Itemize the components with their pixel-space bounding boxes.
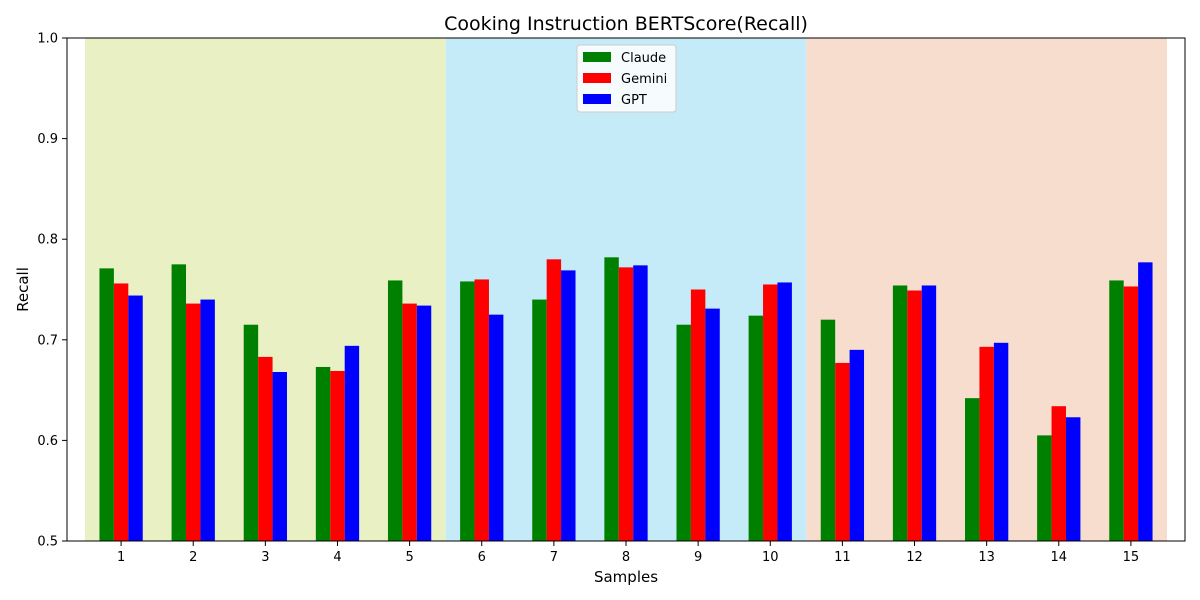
bar-gemini — [979, 346, 994, 541]
bar-gemini — [186, 303, 201, 541]
bar-gpt — [344, 345, 360, 541]
bar-claude — [532, 299, 547, 541]
x-axis: 1 2 3 4 5 6 7 8 9 10 11 12 13 14 15 — [117, 541, 1139, 565]
bar-claude — [892, 285, 908, 541]
bar-gpt — [1065, 417, 1081, 541]
legend-swatch — [583, 73, 611, 83]
x-tick-label: 9 — [694, 550, 702, 565]
bar-gpt — [200, 299, 215, 541]
bar-gemini — [546, 259, 562, 541]
x-tick-label: 4 — [333, 550, 341, 565]
x-tick-label: 6 — [478, 550, 486, 565]
bars — [99, 257, 1153, 541]
y-axis-label: Recall — [14, 267, 32, 312]
y-tick-label: 1.0 — [37, 32, 58, 47]
bar-claude — [99, 268, 114, 541]
x-tick-label: 7 — [550, 550, 558, 565]
bar-gemini — [402, 303, 417, 541]
y-tick-label: 0.7 — [37, 333, 58, 348]
legend: Claude Gemini GPT — [576, 44, 677, 113]
bar-claude — [965, 398, 980, 541]
bar-gpt — [488, 314, 504, 541]
bar-gpt — [561, 270, 576, 541]
bar-gemini — [113, 283, 129, 541]
legend-label: Gemini — [621, 72, 667, 87]
bar-claude — [820, 319, 836, 541]
y-tick-label: 0.5 — [37, 535, 58, 550]
bar-claude — [1037, 435, 1052, 541]
bar-gemini — [690, 289, 706, 541]
bar-claude — [460, 281, 475, 541]
bar-gemini — [835, 362, 850, 541]
x-tick-label: 10 — [762, 550, 779, 565]
x-tick-label: 3 — [261, 550, 269, 565]
bar-gemini — [618, 267, 634, 541]
bar-claude — [171, 264, 187, 541]
bar-gpt — [1138, 262, 1153, 541]
x-tick-label: 1 — [117, 550, 125, 565]
bar-claude — [315, 366, 331, 541]
x-tick-label: 11 — [834, 550, 851, 565]
bar-gemini — [258, 356, 273, 541]
bar-gpt — [849, 349, 865, 541]
legend-label: Claude — [621, 51, 666, 66]
y-tick-label: 0.6 — [37, 434, 58, 449]
bar-gemini — [907, 290, 922, 541]
legend-swatch — [583, 52, 611, 62]
x-tick-label: 13 — [978, 550, 995, 565]
legend-label: GPT — [621, 93, 647, 108]
bar-gpt — [705, 308, 720, 541]
x-tick-label: 5 — [405, 550, 413, 565]
bar-gpt — [416, 305, 432, 541]
bar-gemini — [474, 279, 489, 541]
bar-gemini — [763, 284, 778, 541]
bar-gpt — [633, 265, 648, 541]
x-tick-label: 14 — [1051, 550, 1068, 565]
bar-claude — [748, 315, 764, 541]
x-tick-label: 12 — [906, 550, 923, 565]
bar-claude — [676, 324, 691, 541]
bar-claude — [387, 280, 403, 541]
y-axis: 0.5 0.6 0.7 0.8 0.9 1.0 — [37, 32, 67, 550]
bar-gemini — [1051, 406, 1066, 541]
y-tick-label: 0.9 — [37, 132, 58, 147]
x-tick-label: 8 — [622, 550, 630, 565]
bar-gpt — [272, 371, 287, 541]
y-tick-label: 0.8 — [37, 233, 58, 248]
bar-claude — [1109, 280, 1124, 541]
bar-gpt — [777, 282, 792, 541]
bar-claude — [604, 257, 619, 541]
bar-gpt — [993, 342, 1009, 541]
x-tick-label: 15 — [1123, 550, 1140, 565]
bar-gemini — [1123, 286, 1139, 541]
bar-gpt — [128, 295, 143, 541]
bar-claude — [243, 324, 259, 541]
legend-swatch — [583, 94, 611, 104]
x-tick-label: 2 — [189, 550, 197, 565]
bar-gemini — [330, 370, 345, 541]
x-axis-label: Samples — [594, 568, 658, 586]
chart-title: Cooking Instruction BERTScore(Recall) — [444, 13, 808, 35]
bar-gpt — [921, 285, 937, 541]
